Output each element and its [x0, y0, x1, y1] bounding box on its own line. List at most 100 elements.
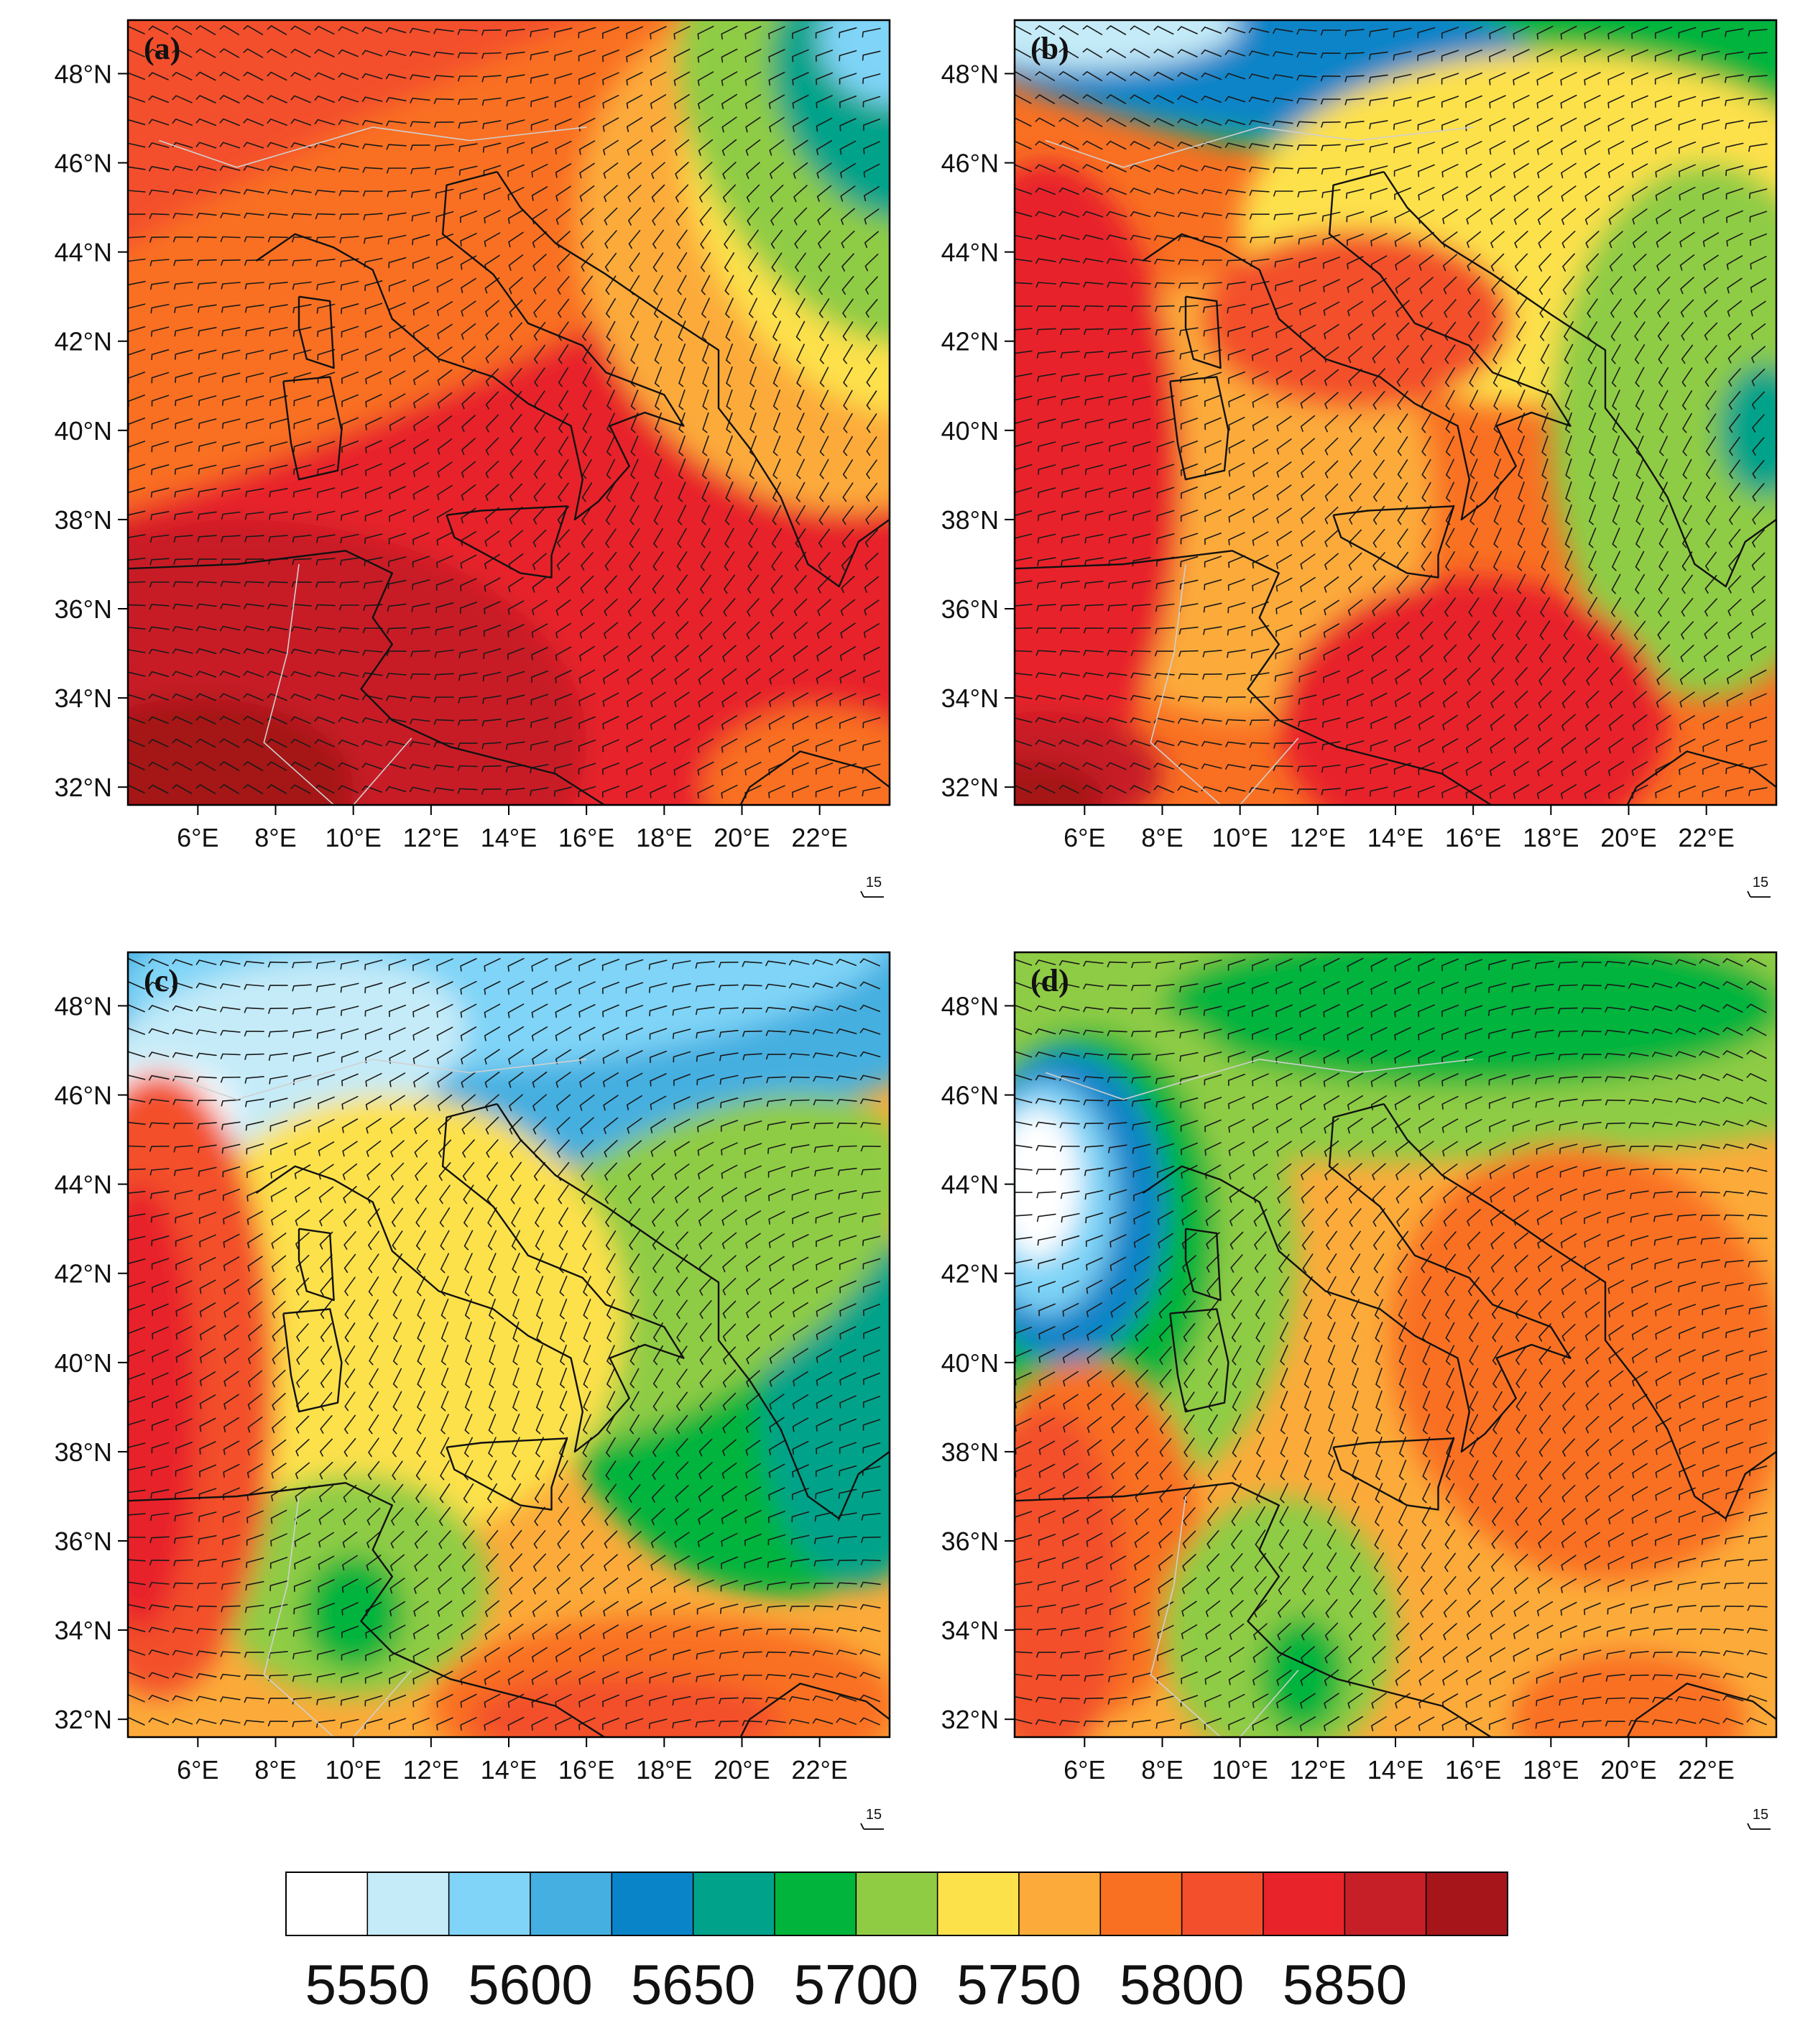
- wind-barb: [1279, 1506, 1289, 1527]
- wind-barb: [1275, 370, 1293, 385]
- wind-barb: [1445, 1322, 1455, 1343]
- wind-barb: [532, 254, 547, 272]
- wind-barb: [247, 1324, 263, 1341]
- wind-barb: [1255, 1460, 1265, 1481]
- wind-barb: [1536, 1165, 1554, 1179]
- wind-barb: [860, 1098, 881, 1105]
- wind-barb: [1276, 1670, 1292, 1686]
- wind-barb: [314, 96, 336, 103]
- wind-barb: [1344, 75, 1365, 83]
- wind-barb: [742, 1030, 762, 1037]
- wind-barb: [1396, 575, 1409, 594]
- wind-barb: [1746, 1672, 1768, 1678]
- wind-barb: [673, 761, 691, 776]
- wind-barb: [1703, 254, 1719, 271]
- wind-barb: [508, 1624, 524, 1640]
- wind-barb: [267, 1721, 288, 1727]
- wind-barb: [198, 1212, 217, 1224]
- wind-barb: [1250, 236, 1270, 244]
- wind-barb: [344, 1322, 356, 1343]
- wind-barb: [1324, 392, 1339, 410]
- border-line: [1240, 1670, 1299, 1737]
- wind-barb: [486, 1506, 498, 1527]
- wind-barb: [747, 574, 760, 594]
- wind-barb: [269, 1075, 288, 1085]
- wind-barb: [866, 344, 877, 364]
- wind-barb: [1492, 1345, 1503, 1366]
- wind-barb: [1061, 1603, 1080, 1614]
- wind-barb: [223, 1371, 239, 1387]
- wind-barb: [244, 984, 264, 990]
- wind-barb: [1154, 282, 1175, 288]
- wind-barb: [1417, 73, 1436, 84]
- wind-barb: [388, 1695, 407, 1707]
- wind-barb: [676, 1322, 688, 1343]
- wind-barb: [555, 1600, 571, 1617]
- wind-barb: [410, 650, 430, 658]
- wind-barb: [315, 258, 336, 267]
- wind-barb: [1132, 395, 1151, 406]
- wind-barb: [1444, 367, 1456, 387]
- wind-barb: [199, 1302, 216, 1317]
- wind-barb: [342, 1555, 358, 1571]
- wind-barb: [1035, 71, 1056, 81]
- wind-barb: [581, 275, 593, 295]
- wind-barb: [1584, 1234, 1601, 1248]
- wind-barb: [1303, 1368, 1312, 1389]
- wind-barb: [1326, 1299, 1337, 1320]
- wind-barb: [697, 25, 714, 40]
- wind-barb: [839, 1235, 857, 1247]
- wind-barb: [649, 1649, 668, 1661]
- wind-barb: [1678, 50, 1697, 62]
- wind-barb: [744, 71, 762, 86]
- wind-barb: [1611, 367, 1621, 387]
- wind-barb: [1559, 1649, 1578, 1661]
- wind-barb: [1248, 119, 1270, 126]
- wind-barb: [1679, 1326, 1696, 1340]
- wind-barb: [672, 1719, 691, 1728]
- wind-barb: [673, 1649, 691, 1661]
- wind-barb: [1676, 1168, 1697, 1174]
- wind-barb: [244, 236, 264, 242]
- wind-barb: [1083, 282, 1104, 287]
- wind-barb: [790, 1144, 810, 1154]
- lon-tick-label: 10°E: [325, 823, 381, 852]
- wind-barb: [1727, 669, 1743, 684]
- wind-barb: [1634, 321, 1646, 341]
- wind-barb: [581, 1530, 594, 1549]
- wind-barb: [836, 1051, 857, 1058]
- wind-barb: [267, 693, 287, 701]
- wind-barb: [1701, 1558, 1720, 1567]
- wind-barb: [1418, 1072, 1435, 1087]
- wind-barb: [1658, 390, 1669, 410]
- wind-barb: [1252, 1096, 1269, 1110]
- wind-barb: [343, 1437, 356, 1457]
- wind-barb: [1227, 579, 1246, 591]
- wind-barb: [815, 1465, 834, 1477]
- wind-barb: [222, 1166, 241, 1178]
- wind-barb: [389, 439, 406, 454]
- wind-barb: [1058, 717, 1080, 724]
- wind-barb: [673, 738, 691, 753]
- wind-barb: [413, 369, 429, 385]
- wind-barb: [269, 326, 288, 337]
- wind-barb: [1275, 577, 1293, 592]
- wind-barb: [555, 981, 572, 995]
- wind-barb: [1605, 1145, 1625, 1153]
- wind-barb: [1036, 580, 1056, 589]
- wind-barb: [1675, 1005, 1697, 1012]
- wind-barb: [601, 27, 620, 39]
- wind-barb: [673, 1626, 691, 1638]
- wind-barb: [1372, 552, 1385, 571]
- wind-barb: [271, 1463, 287, 1479]
- wind-barb: [1560, 49, 1577, 63]
- wind-barb: [627, 162, 642, 179]
- lat-tick-label: 40°N: [941, 1348, 999, 1378]
- wind-barb: [817, 208, 831, 226]
- wind-barb: [864, 208, 880, 225]
- wind-barb: [816, 162, 832, 179]
- wind-barb: [1183, 1345, 1195, 1366]
- wind-barb: [1015, 1718, 1033, 1724]
- wind-barb: [1059, 305, 1080, 311]
- wind-barb: [1589, 504, 1596, 525]
